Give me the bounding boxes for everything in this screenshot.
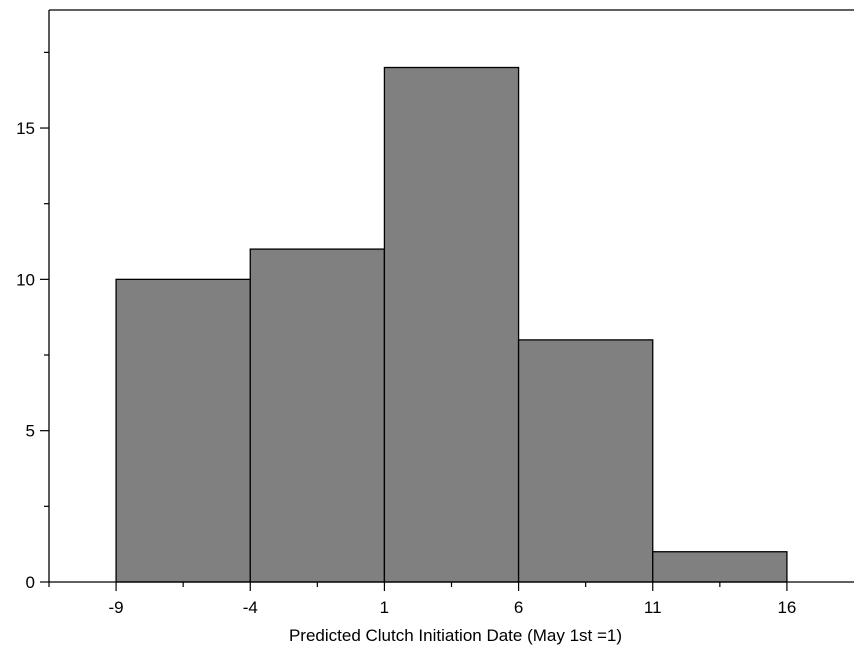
histogram-bar-0 [115, 278, 251, 583]
x-tick-label: 1 [380, 598, 389, 617]
histogram-bar-1 [249, 248, 386, 583]
x-tick-label: -4 [243, 598, 258, 617]
y-tick-label: 15 [16, 119, 35, 138]
x-tick-label: 11 [644, 598, 662, 617]
ticks-group [40, 51, 788, 591]
x-tick-label: 16 [777, 598, 796, 617]
y-tick-label: 5 [26, 422, 35, 441]
histogram-bar-4 [652, 551, 788, 583]
y-tick-label: 0 [26, 573, 35, 592]
x-axis-title: Predicted Clutch Initiation Date (May 1s… [289, 626, 622, 645]
histogram-bar-3 [517, 339, 654, 583]
bars-group [115, 66, 788, 583]
x-tick-label: -9 [109, 598, 124, 617]
y-tick-label: 10 [16, 270, 35, 289]
histogram-bar-2 [383, 66, 520, 583]
x-tick-label: 6 [514, 598, 523, 617]
